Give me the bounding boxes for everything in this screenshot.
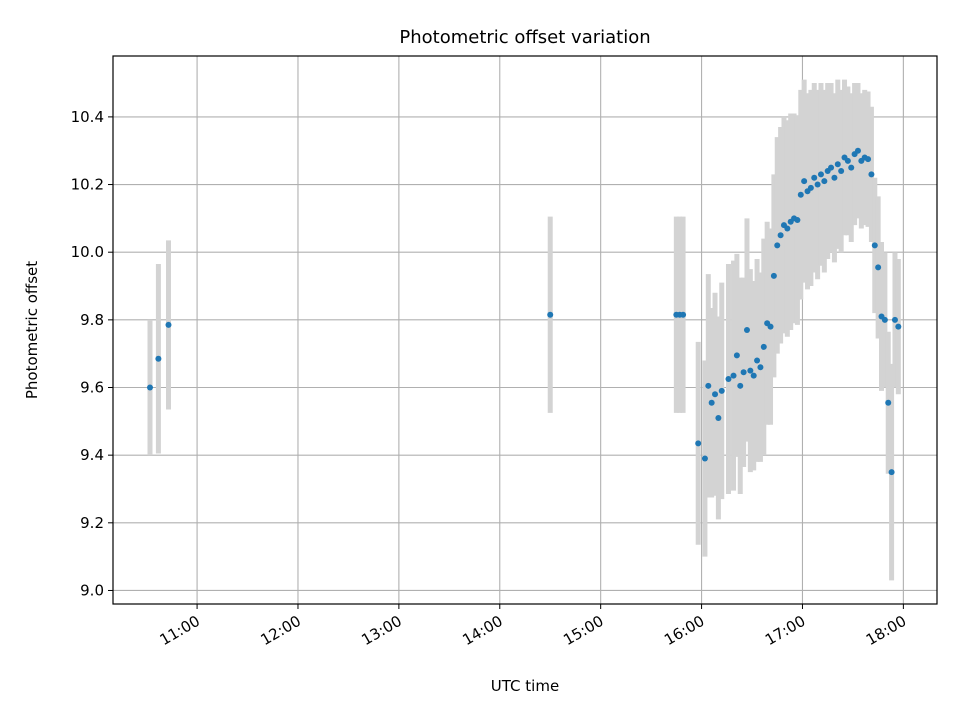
y-tick-label: 9.4 (80, 446, 104, 464)
data-point (814, 181, 821, 188)
data-point (165, 321, 172, 328)
y-tick-label: 9.2 (80, 514, 104, 532)
data-point (547, 311, 554, 318)
y-axis-label: Photometric offset (23, 261, 41, 399)
data-point (794, 217, 801, 224)
data-point (871, 242, 878, 249)
y-tick-label: 9.8 (80, 311, 104, 329)
data-point (715, 414, 722, 421)
data-point (708, 399, 715, 406)
data-point (797, 191, 804, 198)
chart-title: Photometric offset variation (399, 27, 650, 48)
data-point (881, 316, 888, 323)
y-tick-label: 10.4 (71, 108, 104, 126)
data-point (701, 455, 708, 462)
data-point (146, 384, 153, 391)
data-point (730, 372, 737, 379)
data-point (705, 382, 712, 389)
x-axis-label: UTC time (491, 677, 559, 695)
data-point (695, 440, 702, 447)
data-point (740, 369, 747, 376)
data-point (821, 178, 828, 185)
data-point (757, 364, 764, 371)
data-point (754, 357, 761, 364)
data-point (895, 323, 902, 330)
data-point (865, 156, 872, 163)
data-point (811, 174, 818, 181)
grid-lines (113, 56, 937, 604)
data-point (838, 168, 845, 175)
data-point (733, 352, 740, 359)
data-point (777, 232, 784, 239)
data-point (807, 184, 814, 191)
data-point (680, 311, 687, 318)
data-point (844, 157, 851, 164)
y-tick-label: 10.0 (71, 243, 104, 261)
data-point (760, 343, 767, 350)
data-point (817, 171, 824, 178)
data-point (848, 164, 855, 171)
data-point (834, 161, 841, 168)
data-point (725, 376, 732, 383)
data-point (885, 399, 892, 406)
data-point (828, 164, 835, 171)
data-point (888, 469, 895, 476)
data-point (891, 316, 898, 323)
y-tick-label: 9.6 (80, 379, 104, 397)
data-point (854, 147, 861, 154)
data-point (801, 178, 808, 185)
data-point (875, 264, 882, 271)
data-point (868, 171, 875, 178)
plot-frame (112, 55, 938, 605)
data-point (737, 382, 744, 389)
data-point (718, 387, 725, 394)
y-tick-label: 10.2 (71, 176, 104, 194)
data-points (146, 147, 902, 476)
data-point (743, 327, 750, 333)
y-tick-label: 9.0 (80, 581, 104, 599)
data-point (831, 174, 838, 181)
data-point (747, 367, 754, 374)
data-point (155, 355, 162, 362)
data-point (784, 225, 791, 232)
data-point (767, 323, 774, 330)
data-point (750, 372, 757, 379)
data-point (770, 272, 777, 279)
data-point (712, 391, 719, 398)
data-point (774, 242, 781, 249)
y-axis-ticks: 9.0 9.2 9.4 9.6 9.8 10.0 10.2 10.4 (71, 108, 113, 599)
